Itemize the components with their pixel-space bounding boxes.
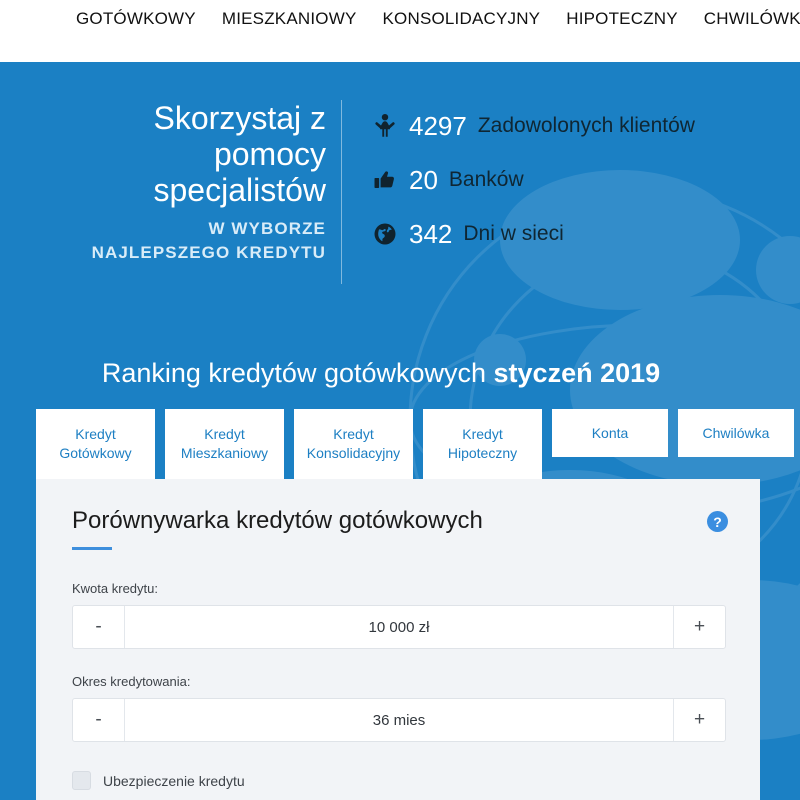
- hero-headline-block: Skorzystaj z pomocy specjalistów W WYBOR…: [0, 100, 330, 265]
- panel-title-accent-underline: [72, 547, 112, 550]
- nav-chwilowka[interactable]: CHWILÓWKA: [703, 9, 800, 28]
- stat-item-days: 342 Dni w sieci: [372, 220, 695, 248]
- globe-icon: [372, 220, 398, 248]
- amount-decrease-button[interactable]: -: [73, 606, 125, 648]
- tab-kredyt-konsolidacyjny-line1: Kredyt: [333, 426, 374, 442]
- tab-kredyt-konsolidacyjny-line2: Konsolidacyjny: [306, 445, 401, 461]
- period-value[interactable]: 36 mies: [372, 711, 426, 729]
- stat-item-clients: 4297 Zadowolonych klientów: [372, 112, 695, 140]
- hero-title-line-3: specjalistów: [153, 172, 326, 208]
- amount-field-label: Kwota kredytu:: [72, 581, 158, 596]
- hero-subtitle-line-1: W WYBORZE: [208, 219, 326, 238]
- tab-kredyt-mieszkaniowy-line2: Mieszkaniowy: [180, 445, 269, 461]
- help-icon[interactable]: ?: [707, 511, 728, 532]
- stat-number-banks: 20: [409, 165, 438, 195]
- ranking-heading-bold: styczeń 2019: [493, 358, 661, 388]
- nav-gotowkowy[interactable]: GOTÓWKOWY: [76, 9, 196, 28]
- period-increase-button[interactable]: +: [673, 699, 725, 741]
- top-navigation-items: GOTÓWKOWY MIESZKANIOWY KONSOLIDACYJNY HI…: [0, 0, 800, 38]
- amount-value[interactable]: 10 000 zł: [368, 618, 430, 636]
- amount-stepper: - 10 000 zł +: [72, 605, 726, 649]
- period-field-label: Okres kredytowania:: [72, 674, 191, 689]
- stat-label-banks: Banków: [448, 168, 524, 191]
- category-tabs: Kredyt Gotówkowy Kredyt Mieszkaniowy Kre…: [36, 409, 794, 479]
- period-stepper: - 36 mies +: [72, 698, 726, 742]
- tab-kredyt-gotowkowy[interactable]: Kredyt Gotówkowy: [36, 409, 155, 479]
- tab-kredyt-gotowkowy-line2: Gotówkowy: [59, 445, 132, 461]
- tab-kredyt-konsolidacyjny[interactable]: Kredyt Konsolidacyjny: [294, 409, 413, 479]
- tab-kredyt-hipoteczny[interactable]: Kredyt Hipoteczny: [423, 409, 542, 479]
- tab-konta[interactable]: Konta: [552, 409, 668, 457]
- stat-item-banks: 20 Banków: [372, 166, 695, 194]
- stat-number-days: 342: [409, 219, 453, 249]
- period-decrease-button[interactable]: -: [73, 699, 125, 741]
- amount-increase-button[interactable]: +: [673, 606, 725, 648]
- tab-chwilowka-label: Chwilówka: [702, 424, 770, 441]
- stat-label-clients: Zadowolonych klientów: [477, 114, 695, 137]
- tab-kredyt-hipoteczny-line2: Hipoteczny: [447, 445, 518, 461]
- insurance-checkbox-row[interactable]: Ubezpieczenie kredytu: [72, 771, 245, 790]
- tab-kredyt-gotowkowy-line1: Kredyt: [75, 426, 116, 442]
- stat-label-days: Dni w sieci: [463, 222, 564, 245]
- hero-vertical-divider: [341, 100, 342, 284]
- hero-title-line-1: Skorzystaj z: [153, 100, 326, 136]
- nav-konsolidacyjny[interactable]: KONSOLIDACYJNY: [382, 9, 541, 28]
- tab-kredyt-hipoteczny-line1: Kredyt: [462, 426, 503, 442]
- person-icon: [372, 112, 398, 140]
- tab-kredyt-mieszkaniowy-line1: Kredyt: [204, 426, 245, 442]
- hero-title-line-2: pomocy: [213, 136, 326, 172]
- nav-hipoteczny[interactable]: HIPOTECZNY: [566, 9, 678, 28]
- nav-mieszkaniowy[interactable]: MIESZKANIOWY: [221, 9, 357, 28]
- panel-title: Porównywarka kredytów gotówkowych: [72, 507, 483, 534]
- hero-subtitle-line-2: NAJLEPSZEGO KREDYTU: [91, 243, 326, 262]
- ranking-heading-normal: Ranking kredytów gotówkowych: [101, 358, 494, 388]
- ranking-heading: Ranking kredytów gotówkowych styczeń 201…: [0, 357, 762, 389]
- top-navigation-bar: GOTÓWKOWY MIESZKANIOWY KONSOLIDACYJNY HI…: [0, 0, 800, 62]
- hero-section: Skorzystaj z pomocy specjalistów W WYBOR…: [0, 62, 800, 312]
- insurance-checkbox[interactable]: [72, 771, 91, 790]
- tab-chwilowka[interactable]: Chwilówka: [678, 409, 794, 457]
- tab-konta-label: Konta: [591, 424, 629, 441]
- insurance-checkbox-label: Ubezpieczenie kredytu: [103, 772, 245, 789]
- thumbs-up-icon: [372, 166, 398, 194]
- stat-number-clients: 4297: [409, 111, 467, 141]
- tab-kredyt-mieszkaniowy[interactable]: Kredyt Mieszkaniowy: [165, 409, 284, 479]
- hero-stats-list: 4297 Zadowolonych klientów 20 Banków: [372, 112, 695, 248]
